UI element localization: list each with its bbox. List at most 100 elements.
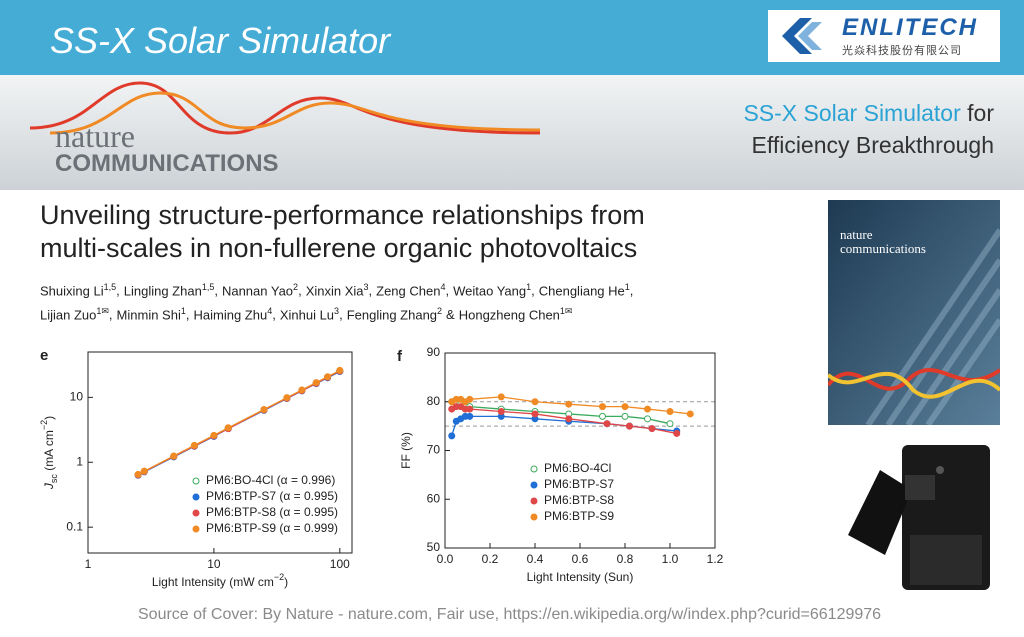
data-point [644, 405, 651, 413]
author-name: Chengliang He [538, 283, 625, 299]
author-separator: , [214, 283, 218, 299]
author-name: Xinhui Lu [279, 307, 335, 323]
legend-label: PM6:BTP-S8 (α = 0.995) [206, 505, 338, 519]
logo-name: ENLITECH [842, 14, 978, 41]
cover-line1: nature [840, 227, 873, 242]
author-separator: & [446, 307, 455, 323]
y-tick-label: 10 [70, 390, 84, 404]
legend-label: PM6:BTP-S9 [544, 509, 614, 523]
author-separator: , [339, 307, 343, 323]
legend-marker [530, 497, 538, 505]
tagline: SS-X Solar Simulator for [743, 100, 994, 127]
logo-subtitle: 光焱科技股份有限公司 [842, 45, 962, 57]
author-name: Lijian Zuo [40, 307, 97, 323]
author-affiliation: 3 [363, 282, 369, 292]
data-point [336, 366, 344, 374]
x-tick-label: 0.2 [482, 552, 499, 566]
data-point [190, 441, 198, 449]
legend-label: PM6:BO-4Cl [544, 461, 611, 475]
panel-label: f [397, 348, 403, 365]
data-point [170, 452, 178, 460]
author-affiliation: 1✉ [559, 306, 573, 316]
author-separator: , [108, 307, 113, 323]
series-line [451, 405, 677, 435]
x-tick-label: 0.4 [527, 552, 544, 566]
y-tick-label: 50 [427, 540, 441, 554]
author-affiliation: 4 [440, 282, 446, 292]
author-affiliation: 1,5 [201, 282, 215, 292]
legend-marker [192, 525, 200, 533]
data-point [140, 467, 148, 475]
data-point [626, 422, 633, 430]
axis-label-part: ) [42, 416, 56, 420]
data-point [599, 412, 606, 420]
author-name: Nannan Yao [221, 283, 294, 299]
author-affiliation: 1,5 [103, 282, 117, 292]
x-label: Light Intensity (mW cm−2) [152, 572, 288, 589]
article-title: Unveiling structure-performance relation… [40, 200, 645, 230]
author-name: Shuixing Li [40, 283, 104, 299]
axis-label-part: sc [49, 474, 59, 484]
x-tick-label: 0.6 [572, 552, 589, 566]
banner-title: SS-X Solar Simulator [50, 20, 391, 61]
y-tick-label: 60 [427, 491, 441, 505]
axis-label-part: −2 [274, 572, 284, 582]
y-tick-label: 80 [427, 394, 441, 408]
author-affiliation: 4 [267, 306, 273, 316]
author-line: Shuixing Li1,5, Lingling Zhan1,5, Nannan Y… [40, 282, 637, 298]
author-separator: , [116, 283, 120, 299]
cover-line2: communications [840, 241, 926, 256]
author-affiliation: 1 [180, 306, 186, 316]
data-point [497, 408, 505, 415]
author-affiliation: 1 [624, 282, 630, 292]
logo-icon [782, 18, 822, 54]
data-point [260, 406, 268, 414]
series-line [137, 369, 341, 475]
axis-label-part: J [42, 482, 56, 490]
author-affiliation: 1✉ [96, 306, 109, 316]
data-point [283, 394, 291, 402]
y-label: Jsc (mA cm−2) [39, 416, 59, 490]
author-separator: , [629, 283, 634, 299]
author-name: Minmin Shi [116, 307, 181, 323]
axis-label-part: −2 [39, 420, 49, 430]
x-tick-label: 1 [85, 557, 92, 571]
legend-label: PM6:BTP-S7 [544, 477, 614, 491]
tagline-highlight: SS-X Solar Simulator [743, 100, 961, 126]
data-point [497, 393, 505, 401]
data-point [298, 386, 306, 394]
data-point [324, 373, 332, 381]
legend-marker [192, 493, 200, 501]
legend-marker [530, 481, 538, 489]
y-tick-label: 90 [427, 345, 441, 359]
legend-marker [530, 513, 538, 521]
data-point [565, 415, 573, 423]
axis-label-part: FF (%) [399, 432, 413, 469]
data-point [599, 403, 606, 411]
tagline-rest: for [967, 100, 994, 126]
data-point [448, 432, 456, 440]
legend-label: PM6:BTP-S8 [544, 493, 614, 507]
journal-line2: COMMUNICATIONS [55, 150, 279, 177]
data-point [621, 403, 629, 411]
data-point [466, 395, 474, 403]
data-point [621, 412, 629, 420]
author-separator: , [298, 283, 302, 299]
author-separator: , [368, 283, 373, 299]
article-title: multi-scales in non-fullerene organic ph… [40, 233, 638, 263]
author-name: Fengling Zhang [346, 307, 438, 323]
y-tick-label: 1 [76, 454, 83, 468]
author-affiliation: 1 [526, 282, 532, 292]
data-point [224, 424, 232, 432]
x-tick-label: 10 [207, 557, 221, 571]
data-point [686, 410, 694, 418]
author-affiliation: 3 [334, 306, 340, 316]
data-point [648, 425, 656, 433]
plot-frame [87, 351, 353, 554]
legend-label: PM6:BO-4Cl (α = 0.996) [206, 473, 335, 487]
author-affiliation: 2 [437, 306, 443, 316]
legend-label: PM6:BTP-S7 (α = 0.995) [206, 489, 338, 503]
data-point [210, 431, 218, 439]
axis-label-part: Light Intensity (mW cm [152, 575, 274, 589]
